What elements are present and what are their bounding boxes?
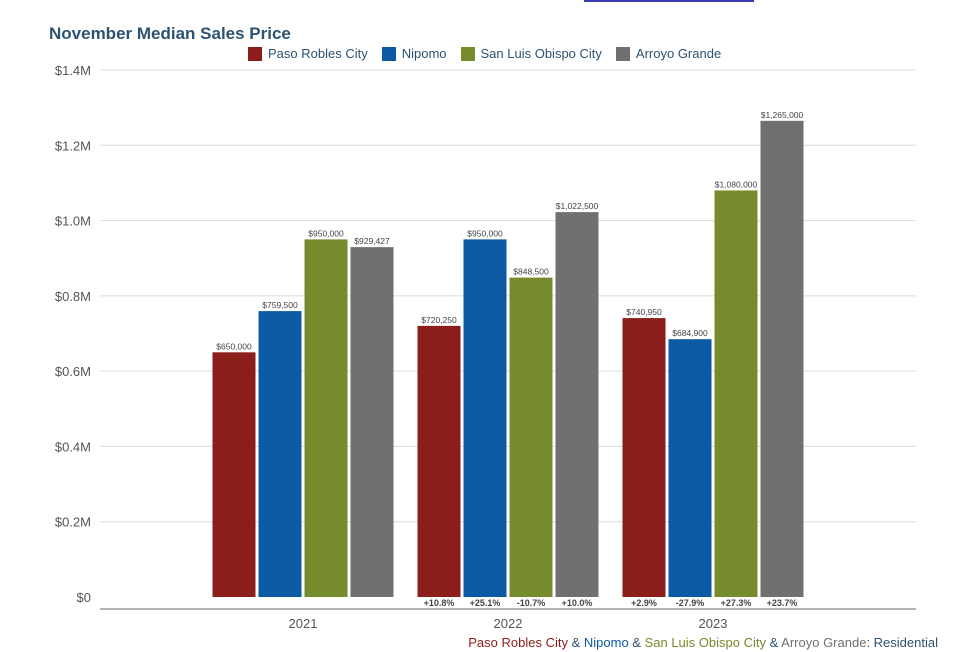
bar (212, 352, 256, 597)
y-tick-label: $0.4M (55, 439, 91, 454)
bar (509, 277, 553, 597)
chart-title: November Median Sales Price (49, 24, 291, 43)
bar-value-label: $1,022,500 (556, 201, 599, 211)
legend-swatch (248, 46, 262, 61)
legend-item-san-luis-obispo[interactable]: San Luis Obispo City (460, 46, 602, 61)
bar-change-label: +10.0% (562, 598, 593, 608)
bar (622, 318, 666, 597)
bar (760, 120, 804, 597)
bar-change-label: +2.9% (631, 598, 657, 608)
footer-city-san-luis-obispo: San Luis Obispo City (644, 635, 766, 650)
legend-label: Paso Robles City (268, 46, 368, 61)
bar (417, 325, 461, 597)
bar-value-label: $929,427 (354, 236, 390, 246)
footer-property-type: Residential (873, 635, 938, 650)
bar-value-label: $650,000 (216, 341, 252, 351)
footer-separator: & (765, 635, 782, 650)
chart-legend: Paso Robles City Nipomo San Luis Obispo … (248, 46, 721, 61)
footer-separator: & (628, 635, 645, 650)
bar-change-label: +27.3% (721, 598, 752, 608)
y-tick-label: $1.2M (55, 138, 91, 153)
top-link-underline (584, 0, 754, 2)
legend-swatch (460, 46, 475, 61)
bar (714, 190, 758, 597)
y-tick-label: $0.8M (55, 289, 91, 304)
bar-value-label: $684,900 (672, 328, 708, 338)
bar-change-label: +25.1% (470, 598, 501, 608)
legend-item-nipomo[interactable]: Nipomo (381, 46, 447, 61)
bar (258, 311, 302, 597)
x-tick-label: 2023 (699, 616, 728, 631)
footer-city-arroyo-grande: Arroyo Grande (781, 635, 867, 650)
footer-city-nipomo: Nipomo (583, 635, 629, 650)
legend-label: Arroyo Grande (635, 46, 722, 61)
legend-label: Nipomo (401, 46, 447, 61)
bar (668, 339, 712, 597)
bar-value-label: $740,950 (626, 307, 662, 317)
y-tick-label: $1.4M (55, 63, 91, 78)
bar (555, 212, 599, 597)
y-tick-label: $0.6M (55, 364, 91, 379)
legend-item-arroyo-grande[interactable]: Arroyo Grande (615, 46, 722, 61)
bar (304, 239, 348, 597)
legend-item-paso-robles[interactable]: Paso Robles City (248, 46, 368, 61)
footer-separator: & (567, 635, 584, 650)
legend-swatch (615, 46, 630, 61)
footer-city-paso-robles: Paso Robles City (468, 635, 568, 650)
y-tick-label: $0 (77, 590, 91, 605)
bar-value-label: $848,500 (513, 267, 549, 277)
bar-value-label: $1,080,000 (715, 179, 758, 189)
bar-value-label: $759,500 (262, 300, 298, 310)
bar (350, 247, 394, 597)
bar-change-label: -10.7% (517, 598, 546, 608)
chart-footer: Paso Robles City & Nipomo & San Luis Obi… (468, 635, 938, 650)
bar-change-label: -27.9% (676, 598, 705, 608)
bar-change-label: +23.7% (767, 598, 798, 608)
legend-label: San Luis Obispo City (480, 46, 602, 61)
y-tick-label: $1.0M (55, 214, 91, 229)
bar-value-label: $950,000 (467, 228, 503, 238)
y-tick-label: $0.2M (55, 515, 91, 530)
bar-value-label: $1,265,000 (761, 110, 804, 120)
legend-swatch (381, 46, 396, 61)
footer-separator: : (866, 635, 874, 650)
bar (463, 239, 507, 597)
x-tick-label: 2021 (289, 616, 318, 631)
x-tick-label: 2022 (494, 616, 523, 631)
bar-value-label: $950,000 (308, 228, 344, 238)
bar-value-label: $720,250 (421, 315, 457, 325)
bar-change-label: +10.8% (424, 598, 455, 608)
